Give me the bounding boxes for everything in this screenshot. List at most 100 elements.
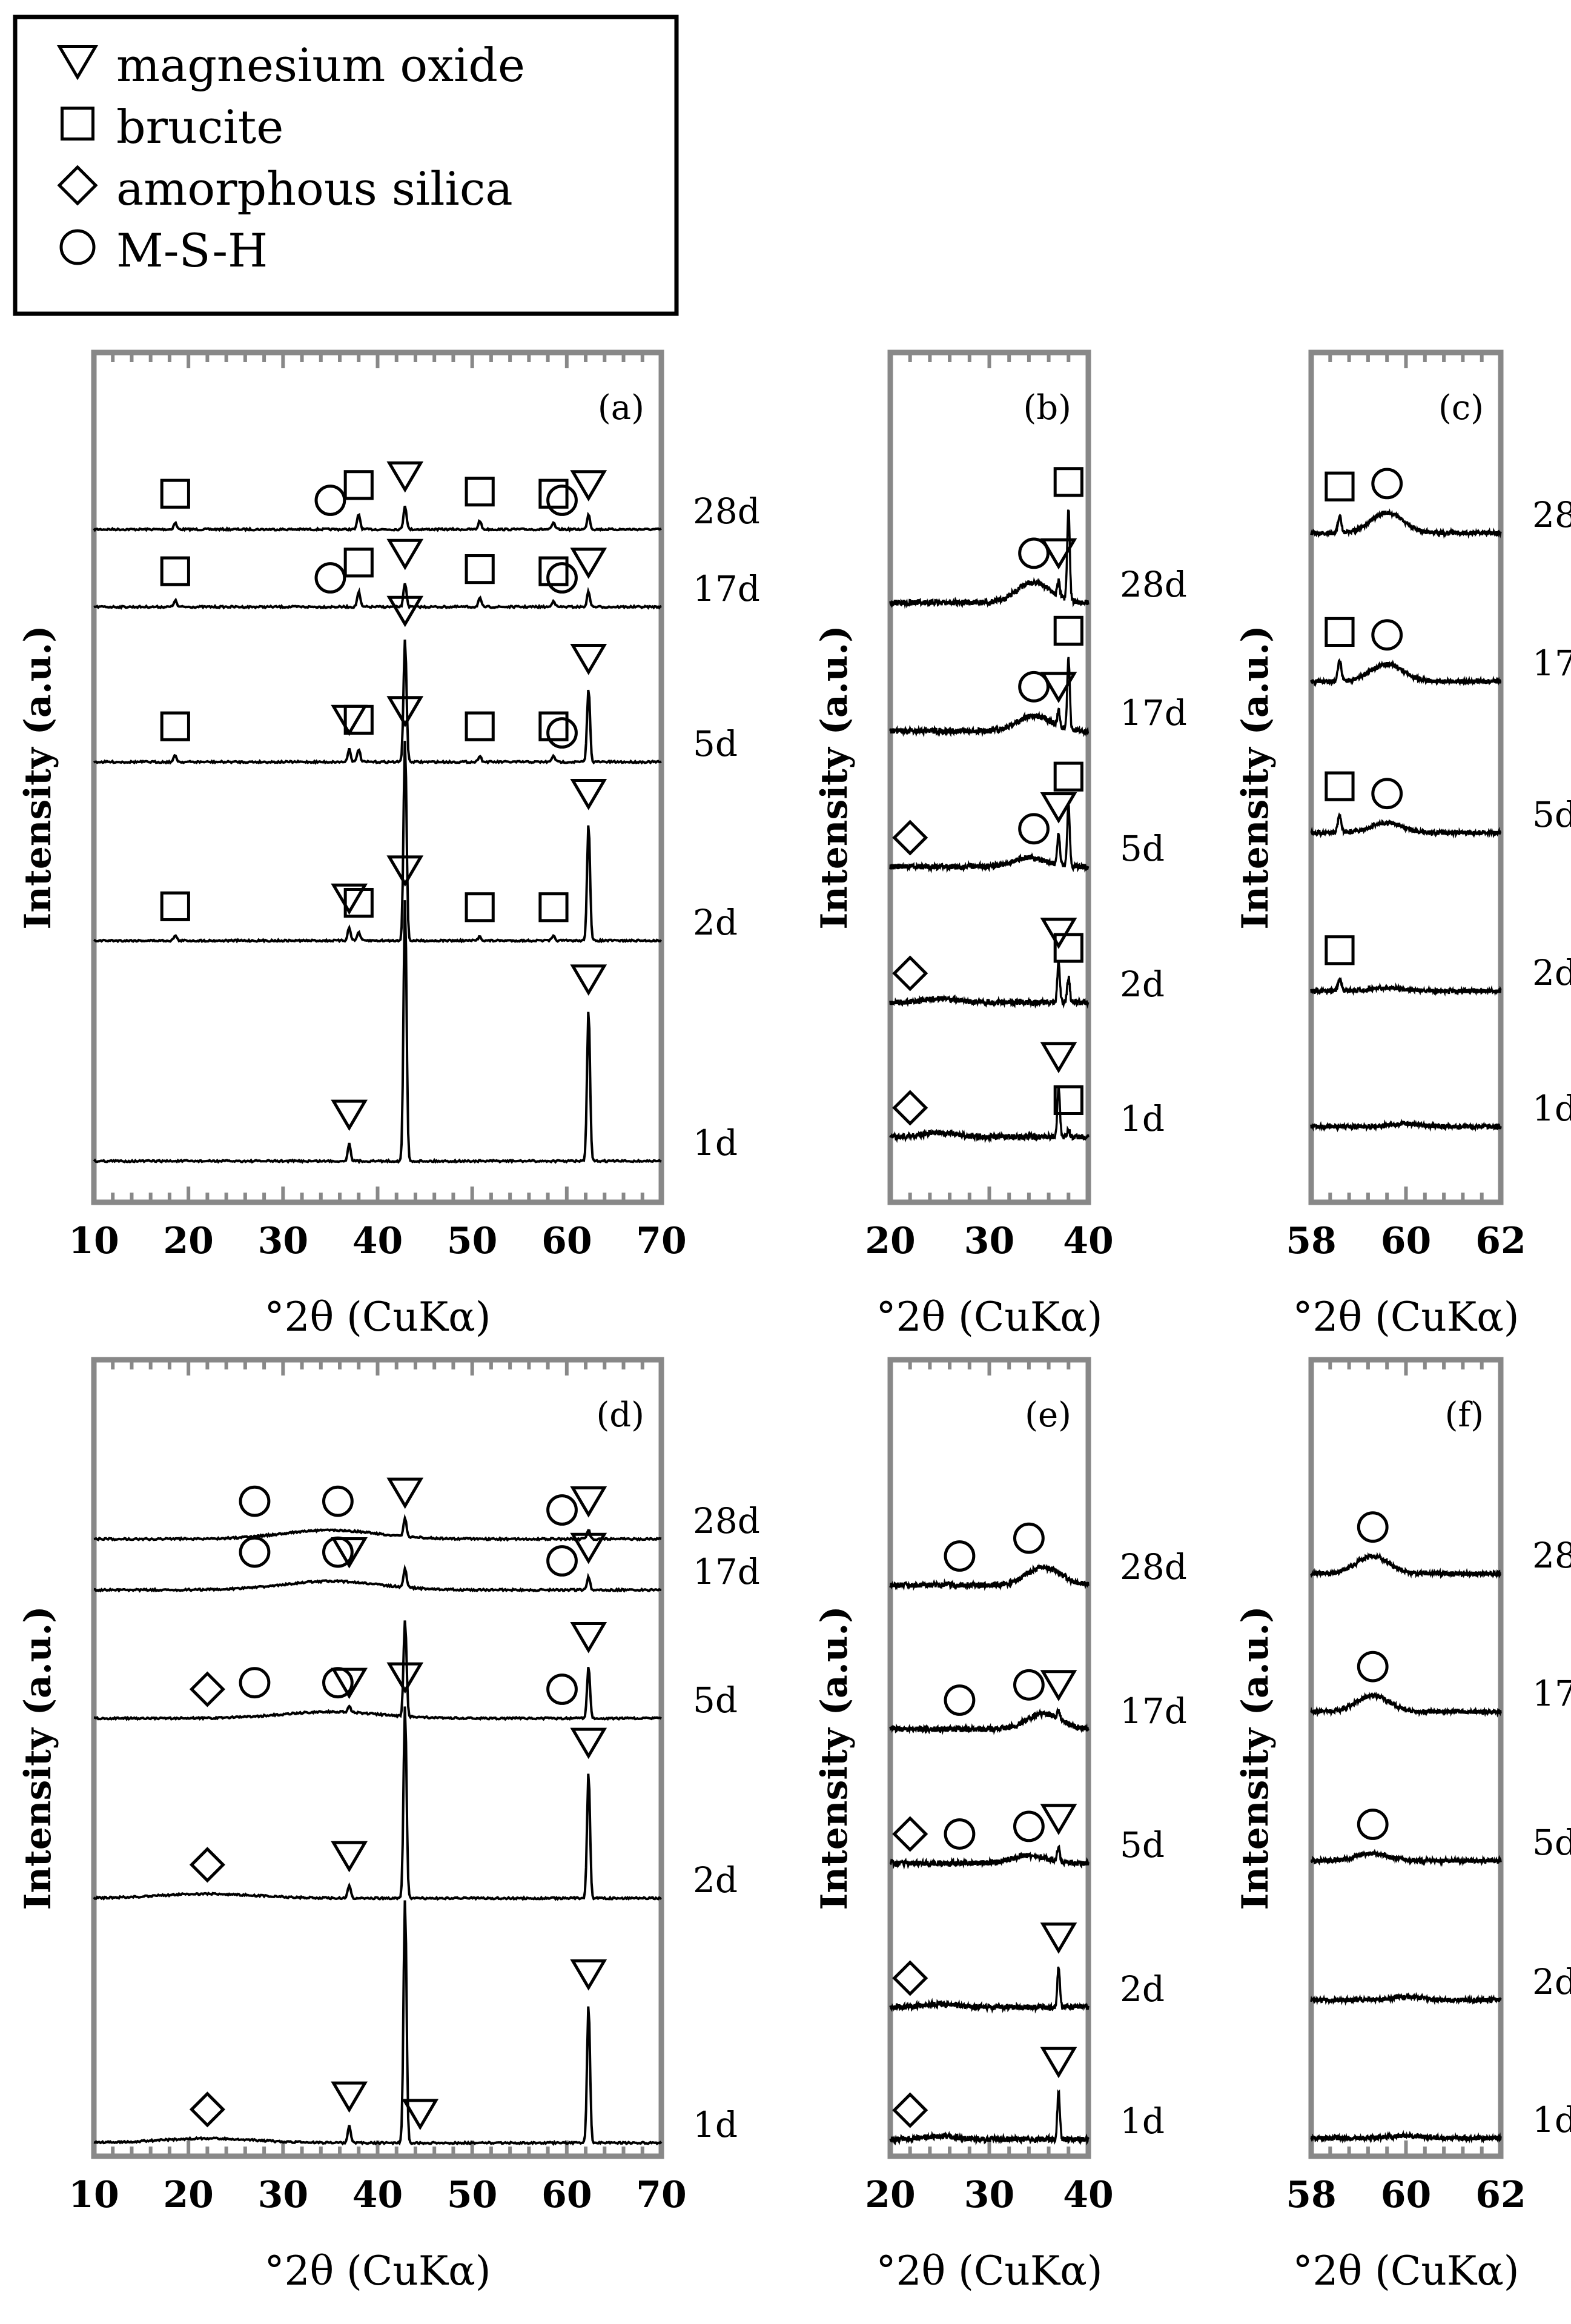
phase-marker-square <box>1325 771 1355 801</box>
legend-frame <box>13 15 679 316</box>
phase-marker-circle <box>314 485 346 516</box>
phase-marker-triangle <box>570 470 607 502</box>
phase-marker-triangle <box>1040 792 1077 824</box>
series-label: 2d <box>693 1859 738 1901</box>
phase-marker-square <box>160 478 190 509</box>
phase-marker-circle <box>1013 1522 1045 1554</box>
phase-marker-triangle <box>570 1727 607 1760</box>
phase-marker-square <box>1053 933 1083 963</box>
x-tick-label: 40 <box>1063 2174 1114 2216</box>
phase-marker-square <box>538 478 569 509</box>
y-axis-label: Intensity (a.u.) <box>17 1606 59 1910</box>
panel-label: (a) <box>598 388 644 428</box>
y-axis-label: Intensity (a.u.) <box>17 625 59 929</box>
phase-marker-triangle <box>402 2099 439 2131</box>
series-trace <box>889 2089 1090 2146</box>
series-label: 17d <box>693 1551 760 1592</box>
phase-marker-square <box>160 556 190 586</box>
x-tick-label: 30 <box>258 1220 309 1262</box>
x-tick-label: 10 <box>68 2174 119 2216</box>
series-trace <box>1310 508 1502 539</box>
phase-marker-diamond <box>892 955 928 992</box>
phase-marker-diamond <box>892 819 928 856</box>
phase-marker-square <box>1325 935 1355 965</box>
phase-marker-diamond <box>892 1816 928 1852</box>
series-trace <box>889 509 1090 609</box>
x-tick-label: 20 <box>865 1220 916 1262</box>
phase-marker-square <box>343 704 374 735</box>
phase-marker-circle <box>314 562 346 594</box>
panel-d: 10 20 30 40 50 60 70 °2θ (CuKα) Intensity (a.u.)… <box>17 1357 760 2294</box>
legend-triangle-down-icon <box>56 45 99 81</box>
series-trace <box>1310 1118 1502 1133</box>
phase-marker-triangle <box>1040 2047 1077 2079</box>
panel-c: 58 60 62 °2θ (CuKα) Intensity (a.u.) (c) 28d 17… <box>1234 349 1571 1340</box>
phase-marker-triangle <box>1040 918 1077 949</box>
phase-marker-circle <box>546 1673 578 1705</box>
series-trace <box>1310 1691 1502 1718</box>
phase-marker-triangle <box>570 1486 607 1518</box>
series-trace <box>94 1620 663 1721</box>
series-label: 28d <box>1532 1535 1571 1576</box>
series-trace <box>889 1563 1090 1591</box>
phase-marker-square <box>465 892 495 922</box>
x-tick-label: 70 <box>636 2174 687 2216</box>
x-axis-label: °2θ (CuKα) <box>264 1294 491 1340</box>
x-axis-label: °2θ (CuKα) <box>1292 2248 1519 2294</box>
panel-b: 20 30 40 °2θ (CuKα) Intensity (a.u.) (b) 28d 17… <box>813 349 1187 1340</box>
phase-marker-diamond <box>189 1671 225 1707</box>
series-trace <box>93 505 662 533</box>
panel-label: (f) <box>1445 1395 1484 1435</box>
legend-label: M-S-H <box>116 223 268 277</box>
phase-marker-triangle <box>570 964 607 996</box>
phase-marker-square <box>465 477 495 507</box>
phase-marker-circle <box>239 1667 271 1699</box>
phase-marker-square <box>538 556 569 586</box>
phase-marker-square <box>343 888 374 918</box>
series-label: 5d <box>1532 1822 1571 1863</box>
series-trace <box>93 741 663 944</box>
x-tick-label: 30 <box>964 2174 1015 2216</box>
phase-marker-circle <box>944 1684 976 1716</box>
phase-marker-triangle <box>331 1667 368 1700</box>
x-tick-label: 40 <box>352 1220 403 1262</box>
phase-marker-triangle <box>386 1662 424 1694</box>
phase-marker-square <box>1053 467 1083 497</box>
phase-marker-square <box>160 891 190 921</box>
x-tick-label: 30 <box>964 1220 1015 1262</box>
series-label: 1d <box>1532 1088 1571 1129</box>
phase-marker-triangle <box>386 696 424 727</box>
x-tick-label: 58 <box>1286 1220 1337 1262</box>
series-label: 17d <box>1532 1673 1571 1714</box>
x-axis-label: °2θ (CuKα) <box>264 2248 491 2294</box>
series-trace <box>889 800 1090 873</box>
series-trace <box>889 1966 1090 2014</box>
phase-marker-triangle <box>1040 672 1077 703</box>
x-tick-label: 58 <box>1286 2174 1337 2216</box>
panel-label: (c) <box>1438 388 1484 428</box>
series-trace <box>93 583 662 610</box>
phase-marker-square <box>160 711 190 741</box>
series-trace <box>93 1514 662 1542</box>
phase-marker-circle <box>546 562 578 594</box>
phase-marker-triangle <box>331 1099 368 1131</box>
phase-marker-circle <box>1018 537 1050 569</box>
phase-marker-diamond <box>892 1960 928 1996</box>
phase-marker-triangle <box>386 595 424 627</box>
x-tick-label: 30 <box>258 2174 309 2216</box>
phase-marker-circle <box>944 1818 976 1850</box>
series-label: 5d <box>1120 828 1165 869</box>
x-tick-label: 20 <box>163 1220 214 1262</box>
y-axis-label: Intensity (a.u.) <box>813 625 856 929</box>
phase-marker-square <box>465 711 495 741</box>
x-axis-label: °2θ (CuKα) <box>1292 1294 1519 1340</box>
x-tick-label: 60 <box>541 2174 592 2216</box>
series-label: 2d <box>693 902 738 943</box>
series-trace <box>93 1900 663 2146</box>
phase-marker-square <box>465 554 495 584</box>
series-label: 1d <box>1120 1098 1165 1139</box>
series-label: 5d <box>693 723 738 764</box>
phase-marker-square <box>1053 615 1083 646</box>
phase-marker-circle <box>1357 1650 1389 1683</box>
